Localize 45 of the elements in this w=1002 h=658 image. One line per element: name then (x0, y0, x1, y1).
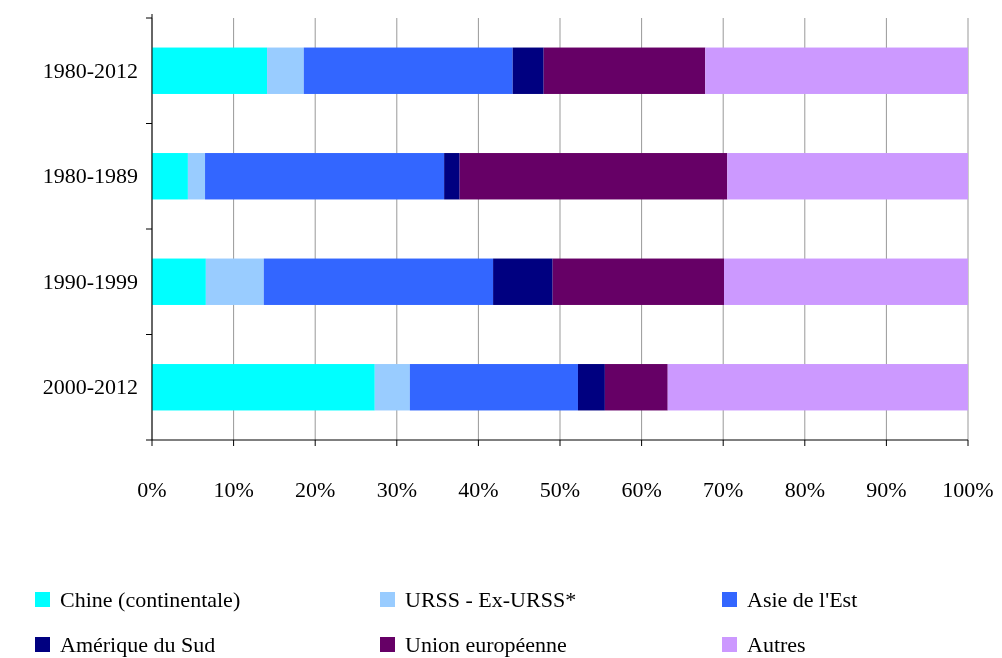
bar (152, 153, 188, 200)
bar (263, 258, 494, 305)
bar (205, 153, 445, 200)
bar (152, 364, 375, 411)
x-tick-label: 90% (866, 477, 907, 502)
bar (205, 258, 264, 305)
x-tick-label: 100% (942, 477, 994, 502)
bar (459, 153, 728, 200)
bar (543, 47, 706, 94)
legend-label: Union européenne (405, 632, 567, 657)
x-tick-label: 0% (137, 477, 167, 502)
y-tick-label: 1980-1989 (42, 163, 138, 189)
x-tick-label: 50% (539, 477, 581, 502)
x-tick-label: 60% (621, 477, 662, 502)
x-tick-label: 80% (784, 477, 825, 502)
bar (604, 364, 668, 411)
legend-label: Asie de l'Est (747, 587, 858, 612)
bar (577, 364, 605, 411)
y-tick-label: 1990-1999 (42, 268, 138, 294)
bar (512, 47, 544, 94)
y-tick-label: 1980-2012 (42, 57, 138, 83)
bar (152, 47, 268, 94)
x-tick-label: 70% (703, 477, 744, 502)
bar (493, 258, 553, 305)
x-tick-label: 30% (376, 477, 417, 502)
x-tick-label: 20% (295, 477, 336, 502)
legend-label: Amérique du Sud (60, 632, 216, 657)
bar (667, 364, 968, 411)
y-tick-label: 2000-2012 (42, 374, 138, 400)
legend-label: Chine (continentale) (60, 587, 241, 612)
bar (152, 258, 206, 305)
legend-label: URSS - Ex-URSS* (405, 587, 577, 612)
bar (303, 47, 513, 94)
bar (374, 364, 410, 411)
x-tick-label: 40% (458, 477, 499, 502)
bar (727, 153, 968, 200)
bar (705, 47, 968, 94)
bar (724, 258, 968, 305)
bar (267, 47, 304, 94)
x-tick-label: 10% (213, 477, 254, 502)
bar (552, 258, 725, 305)
bar (444, 153, 460, 200)
bar (187, 153, 206, 200)
bar (409, 364, 578, 411)
legend-label: Autres (747, 632, 806, 657)
